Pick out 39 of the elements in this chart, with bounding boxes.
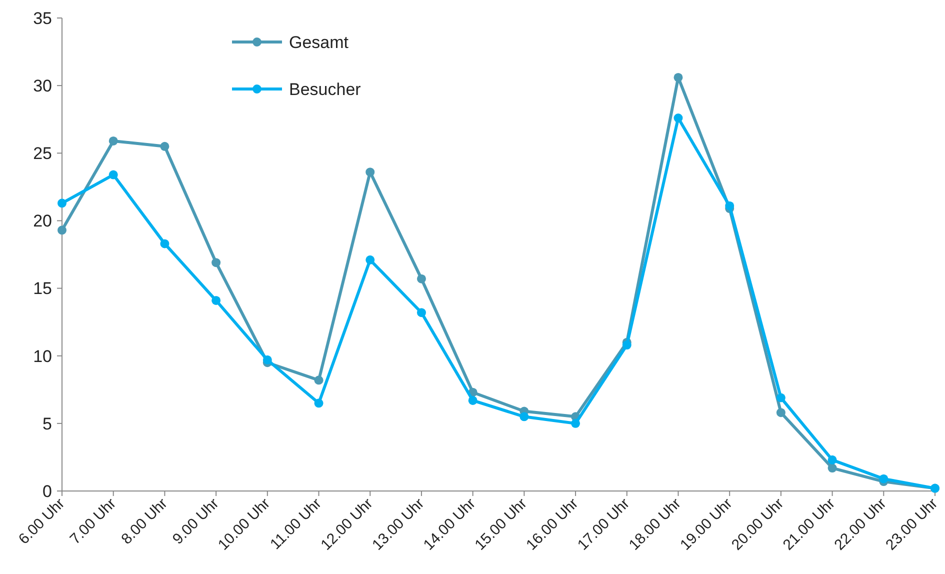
- point: [416, 308, 426, 318]
- point: [828, 455, 837, 464]
- point: [622, 340, 632, 350]
- y-tick-label: 25: [33, 144, 52, 164]
- point: [58, 226, 66, 235]
- point: [108, 136, 118, 146]
- legend-label: Besucher: [289, 80, 362, 99]
- x-tick-label: 8.00 Uhr: [118, 495, 171, 548]
- point: [366, 168, 375, 177]
- point: [725, 201, 734, 210]
- point: [520, 412, 529, 422]
- y-tick-label: 30: [33, 76, 52, 96]
- point: [212, 296, 221, 305]
- point: [212, 258, 221, 268]
- x-tick-label: 7.00 Uhr: [66, 495, 120, 548]
- point: [674, 114, 683, 123]
- point: [828, 464, 837, 473]
- point: [262, 355, 272, 364]
- legend-label: Gesamt: [289, 32, 349, 52]
- y-tick-label: 10: [33, 346, 52, 366]
- point: [776, 393, 786, 402]
- point: [416, 274, 426, 284]
- point: [674, 72, 683, 82]
- point: [160, 239, 170, 248]
- point: [314, 398, 324, 408]
- y-tick-label: 0: [42, 482, 52, 501]
- point: [108, 170, 118, 180]
- point: [776, 408, 786, 418]
- y-tick-label: 20: [33, 212, 52, 231]
- y-tick-label: 5: [42, 414, 52, 434]
- point: [468, 396, 478, 405]
- point: [879, 474, 888, 484]
- point: [58, 198, 66, 208]
- point: [160, 142, 170, 151]
- point: [366, 255, 375, 264]
- point: [314, 376, 324, 385]
- y-tick-label: 15: [33, 279, 52, 298]
- point: [571, 418, 580, 428]
- y-tick-label: 35: [33, 8, 52, 28]
